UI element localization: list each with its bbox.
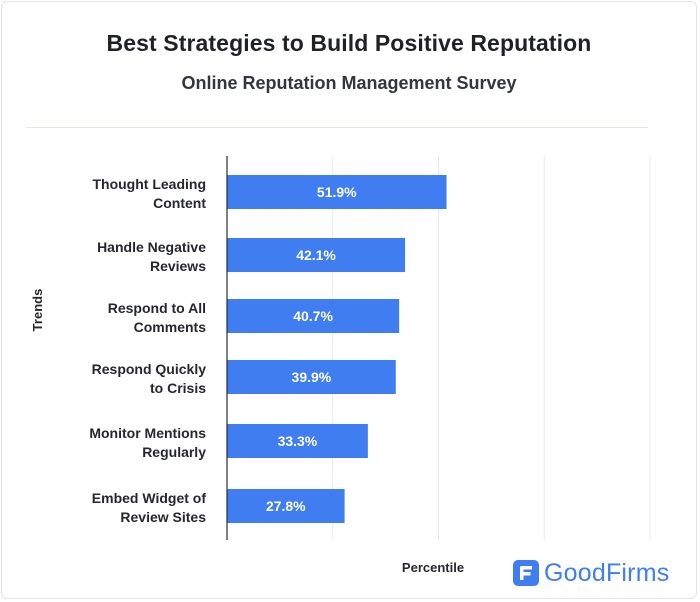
category-label: Handle Negative Reviews <box>97 239 206 274</box>
bar <box>227 489 345 523</box>
bar <box>227 424 368 458</box>
bar <box>227 360 396 394</box>
x-axis-title: Percentile <box>402 560 464 575</box>
bar <box>227 299 400 333</box>
category-label: Thought Leading Content <box>92 176 206 211</box>
category-label: Embed Widget of Review Sites <box>92 490 207 525</box>
goodfirms-logo-text: GoodFirms <box>544 558 670 587</box>
bar-value-label: 27.8% <box>266 498 306 514</box>
bar-value-label: 39.9% <box>292 369 332 385</box>
bar-value-label: 51.9% <box>317 184 357 200</box>
goodfirms-logo: GoodFirms <box>513 558 669 588</box>
category-label: Respond Quickly to Crisis <box>92 361 207 396</box>
bar-value-label: 40.7% <box>293 308 333 324</box>
bar <box>227 175 447 209</box>
chart-subtitle: Online Reputation Management Survey <box>181 73 517 93</box>
header-divider <box>26 127 648 128</box>
bar <box>227 238 406 272</box>
bar-value-label: 42.1% <box>296 247 336 263</box>
category-label: Respond to All Comments <box>108 300 206 335</box>
y-axis-title: Trends <box>30 289 45 332</box>
category-label: Monitor Mentions Regularly <box>89 425 206 460</box>
goodfirms-logo-icon <box>513 560 539 586</box>
bar-value-label: 33.3% <box>278 433 318 449</box>
chart-title: Best Strategies to Build Positive Reputa… <box>106 30 592 56</box>
